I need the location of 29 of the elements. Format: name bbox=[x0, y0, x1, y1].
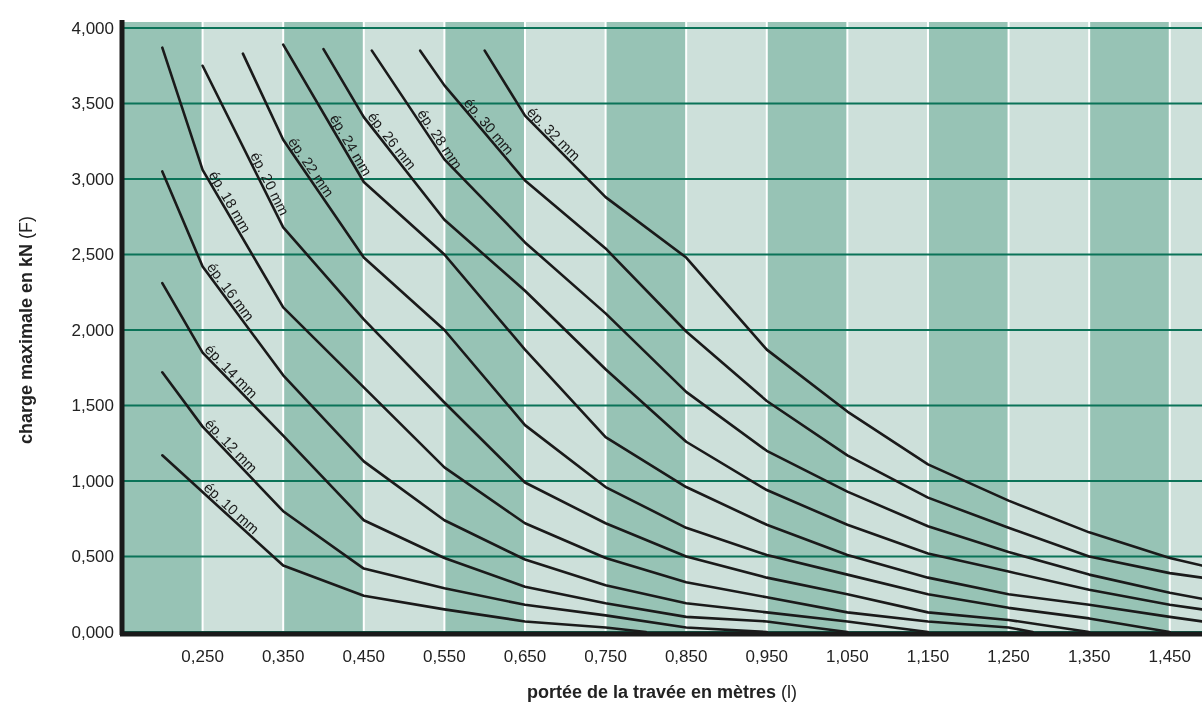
x-tick-label: 0,750 bbox=[584, 647, 627, 666]
x-tick-label: 1,450 bbox=[1148, 647, 1192, 666]
y-tick-label: 3,000 bbox=[71, 169, 114, 189]
x-tick-label: 0,950 bbox=[745, 647, 789, 666]
x-tick-label: 0,550 bbox=[423, 647, 466, 666]
y-tick-label: 2,500 bbox=[71, 245, 114, 265]
x-tick-label: 1,350 bbox=[1067, 647, 1111, 666]
y-axis-title: charge maximale en kN (F) bbox=[16, 215, 36, 445]
text: ép. 14 mm bbox=[201, 341, 261, 402]
x-tick-label: 0,250 bbox=[181, 647, 224, 666]
text: ép. 16 mm bbox=[203, 259, 258, 325]
x-tick-label: 0,850 bbox=[664, 647, 708, 666]
y-tick-label: 0,500 bbox=[71, 547, 114, 567]
y-tick-label: 2,000 bbox=[71, 320, 114, 340]
text: ép. 12 mm bbox=[201, 415, 261, 477]
x-tick-label: 1,250 bbox=[987, 647, 1030, 666]
y-tick-label: 4,000 bbox=[71, 18, 114, 38]
x-axis-title: portée de la travée en mètres (l) bbox=[526, 682, 798, 702]
y-tick-label: 1,500 bbox=[71, 396, 114, 416]
y-tick-label: 3,500 bbox=[71, 94, 114, 114]
x-tick-label: 0,450 bbox=[342, 647, 386, 666]
x-tick-label: 1,150 bbox=[906, 647, 950, 666]
x-tick-label: 0,650 bbox=[503, 647, 547, 666]
text: ép. 10 mm bbox=[200, 479, 263, 538]
y-tick-label: 1,000 bbox=[71, 471, 114, 491]
text: ép. 32 mm bbox=[523, 103, 584, 164]
x-tick-label: 0,350 bbox=[261, 647, 305, 666]
x-tick-label: 1,050 bbox=[826, 647, 869, 666]
y-tick-label: 0,000 bbox=[71, 622, 114, 642]
